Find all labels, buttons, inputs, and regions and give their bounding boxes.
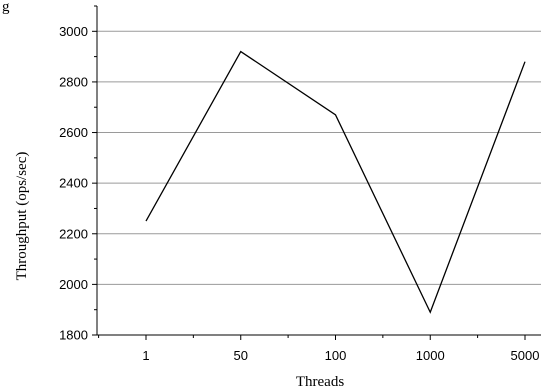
x-tick-label: 100 [325, 348, 347, 363]
x-tick-label: 50 [234, 348, 248, 363]
y-tick-label: 2400 [59, 176, 88, 191]
x-axis-ticks: 1 50 100 1000 5000 [99, 335, 540, 363]
header-text-fragment: g [2, 0, 10, 15]
series-layer [146, 51, 525, 312]
y-tick-label: 2800 [59, 74, 88, 89]
x-tick-label: 1 [142, 348, 149, 363]
x-axis-title: Threads [296, 374, 344, 390]
grid-lines [97, 31, 541, 284]
y-tick-label: 2600 [59, 125, 88, 140]
series-line [146, 52, 525, 313]
y-axis-title: Throughput (ops/sec) [14, 152, 30, 281]
y-tick-label: 2200 [59, 226, 88, 241]
y-tick-label: 2000 [59, 277, 88, 292]
y-tick-label: 3000 [59, 24, 88, 39]
axes [97, 6, 541, 335]
x-tick-label: 5000 [511, 348, 540, 363]
y-tick-label: 1800 [59, 328, 88, 343]
x-tick-label: 1000 [416, 348, 445, 363]
y-axis-ticks: 1800 2000 2200 2400 2600 2800 3000 [59, 6, 97, 343]
